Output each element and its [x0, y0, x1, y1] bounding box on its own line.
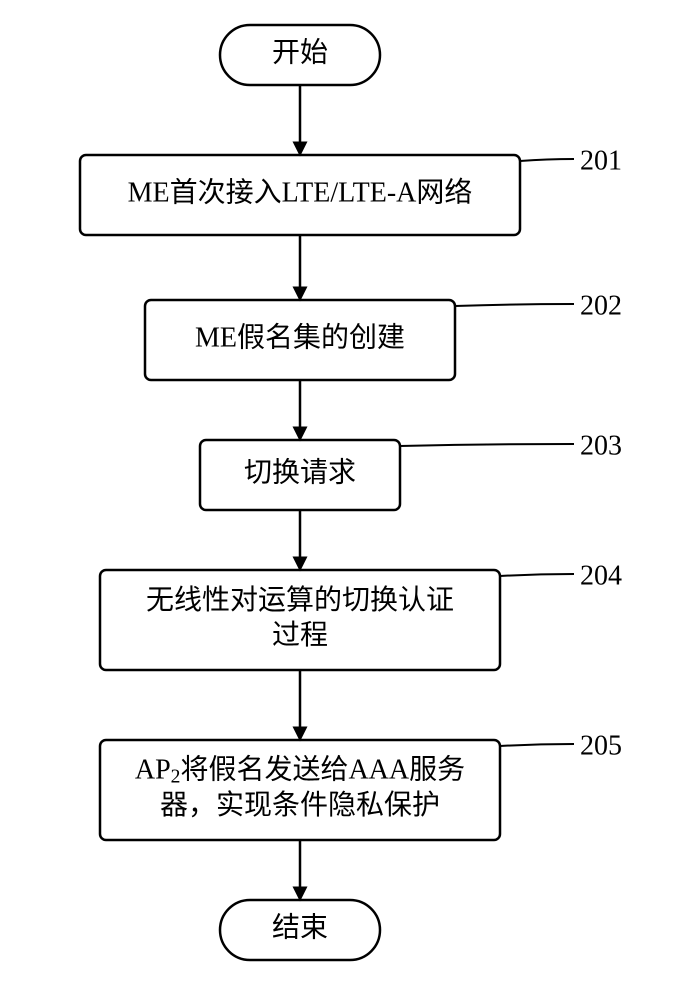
terminal-end: 结束 — [220, 900, 380, 960]
process-n202: ME假名集的创建 — [145, 300, 455, 380]
process-n204: 无线性对运算的切换认证过程 — [100, 570, 500, 670]
node-text: 器，实现条件隐私保护 — [160, 789, 440, 821]
node-text: ME假名集的创建 — [195, 321, 405, 353]
step-label: 201 — [580, 145, 622, 176]
terminal-start: 开始 — [220, 25, 380, 85]
step-label: 205 — [580, 730, 622, 761]
process-n205: AP2将假名发送给AAA服务器，实现条件隐私保护 — [100, 740, 500, 840]
node-text: 结束 — [272, 911, 328, 943]
node-text: 无线性对运算的切换认证 — [146, 584, 454, 616]
process-n203: 切换请求 — [200, 440, 400, 510]
step-label: 204 — [580, 560, 622, 591]
node-text: 开始 — [272, 36, 328, 68]
step-label: 202 — [580, 290, 622, 321]
node-text: AP2将假名发送给AAA服务 — [135, 754, 465, 787]
node-text: 切换请求 — [244, 456, 356, 488]
label-leader — [520, 159, 574, 161]
label-leader — [500, 744, 574, 746]
flowchart-canvas: 开始 ME首次接入LTE/LTE-A网络 201 ME假名集的创建 202 切换请求 203… — [0, 0, 690, 1000]
label-leader — [400, 444, 574, 446]
process-n201: ME首次接入LTE/LTE-A网络 — [80, 155, 520, 235]
step-label: 203 — [580, 430, 622, 461]
label-leader — [500, 574, 574, 576]
label-leader — [455, 304, 574, 306]
node-text: ME首次接入LTE/LTE-A网络 — [128, 176, 473, 208]
node-text: 过程 — [272, 619, 328, 651]
